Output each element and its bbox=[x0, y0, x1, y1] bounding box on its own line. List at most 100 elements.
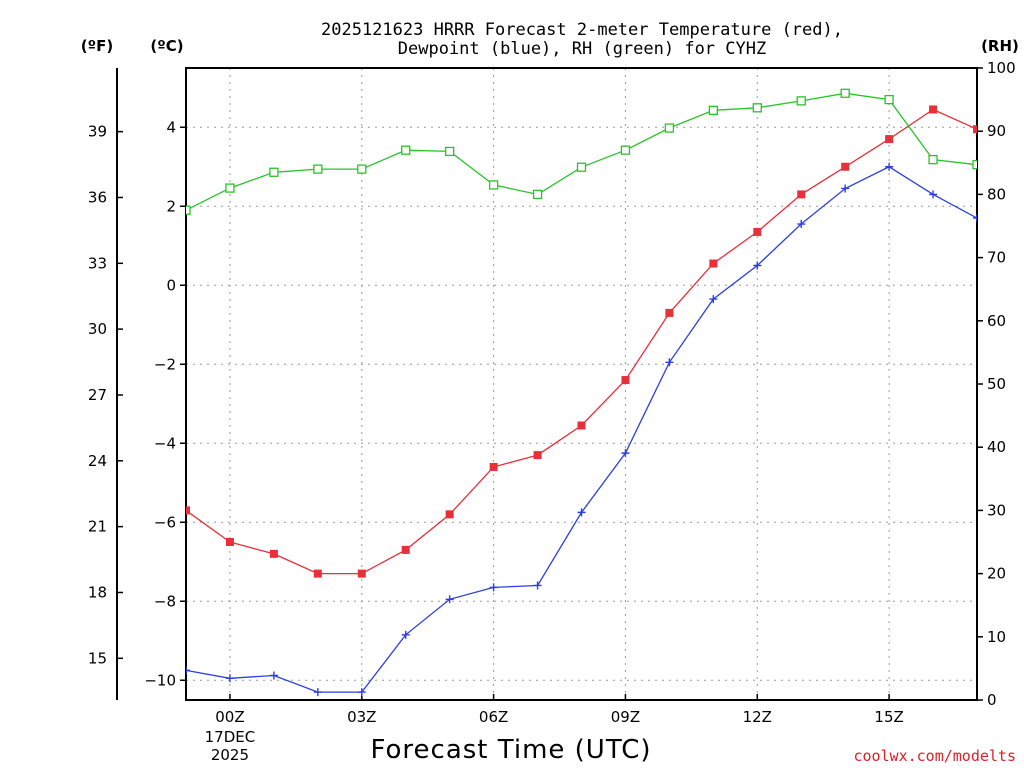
x-tick-label: 12Z bbox=[743, 708, 772, 726]
celsius-tick-label: −2 bbox=[154, 355, 176, 373]
x-tick-label: 15Z bbox=[874, 708, 903, 726]
rh-point bbox=[796, 96, 806, 106]
rh-tick-label: 60 bbox=[987, 312, 1006, 330]
dewpoint-point bbox=[577, 508, 586, 517]
fahrenheit-tick-label: 24 bbox=[88, 452, 107, 470]
temperature-point bbox=[929, 105, 938, 114]
temperature-point bbox=[885, 135, 894, 144]
rh-series bbox=[186, 88, 977, 215]
rh-point bbox=[928, 154, 938, 165]
celsius-unit-label: (ºC) bbox=[150, 37, 183, 55]
rh-tick-label: 30 bbox=[987, 501, 1006, 519]
chart-title-line2: Dewpoint (blue), RH (green) for CYHZ bbox=[398, 39, 766, 59]
dewpoint-point bbox=[533, 581, 542, 590]
celsius-tick-label: −8 bbox=[154, 592, 176, 610]
rh-point bbox=[186, 205, 191, 215]
x-tick-label: 00Z bbox=[215, 708, 244, 726]
temperature-point bbox=[753, 227, 762, 236]
rh-tick-label: 20 bbox=[987, 565, 1006, 583]
dewpoint-point bbox=[357, 688, 366, 697]
temperature-point bbox=[225, 538, 234, 546]
rh-point bbox=[357, 164, 367, 174]
rh-point bbox=[445, 146, 455, 157]
rh-tick-label: 80 bbox=[987, 185, 1006, 203]
rh-point bbox=[972, 160, 977, 170]
rh-tick-label: 10 bbox=[987, 628, 1006, 646]
fahrenheit-tick-label: 33 bbox=[88, 254, 107, 272]
rh-point bbox=[884, 94, 894, 105]
temperature-point bbox=[445, 510, 454, 519]
temperature-point bbox=[841, 162, 850, 171]
celsius-tick-label: −10 bbox=[144, 671, 176, 689]
fahrenheit-tick-label: 27 bbox=[88, 386, 107, 404]
rh-point bbox=[576, 162, 587, 172]
x-tick-label: 09Z bbox=[611, 708, 640, 726]
rh-tick-label: 90 bbox=[987, 122, 1006, 140]
rh-point bbox=[269, 167, 279, 177]
credit-text: coolwx.com/modelts bbox=[853, 747, 1016, 765]
rh-point bbox=[664, 123, 675, 133]
rh-point bbox=[225, 183, 235, 193]
rh-tick-label: 70 bbox=[987, 249, 1006, 267]
dewpoint-point bbox=[445, 595, 454, 604]
fahrenheit-tick-label: 21 bbox=[88, 518, 107, 536]
rh-tick-label: 0 bbox=[987, 691, 997, 709]
temperature-point bbox=[709, 259, 718, 268]
temperature-series bbox=[186, 105, 977, 578]
dewpoint-point bbox=[186, 666, 190, 675]
fahrenheit-tick-label: 30 bbox=[88, 320, 107, 338]
x-tick-label: 06Z bbox=[479, 708, 508, 726]
x-tick-year: 2025 bbox=[211, 746, 249, 764]
rh-tick-label: 100 bbox=[987, 59, 1016, 77]
rh-point bbox=[532, 189, 543, 200]
dewpoint-point bbox=[621, 449, 630, 458]
celsius-tick-label: 4 bbox=[166, 118, 176, 136]
dewpoint-point bbox=[225, 674, 234, 683]
celsius-tick-label: 0 bbox=[166, 276, 176, 294]
fahrenheit-tick-label: 39 bbox=[88, 123, 107, 141]
fahrenheit-tick-label: 36 bbox=[88, 188, 107, 206]
temperature-point bbox=[269, 549, 278, 558]
dewpoint-point bbox=[753, 261, 762, 270]
celsius-tick-label: 2 bbox=[166, 197, 176, 215]
temperature-point bbox=[313, 569, 322, 578]
dewpoint-point bbox=[885, 162, 894, 171]
celsius-tick-label: −6 bbox=[154, 513, 176, 531]
temperature-point bbox=[577, 421, 586, 430]
dewpoint-point bbox=[929, 190, 938, 199]
temperature-line bbox=[186, 108, 977, 575]
rh-point bbox=[840, 88, 850, 98]
axes: −10−8−6−4−202415182124273033363901020304… bbox=[88, 59, 1016, 709]
dewpoint-point bbox=[665, 358, 674, 367]
dewpoint-point bbox=[489, 583, 498, 592]
temperature-point bbox=[401, 545, 410, 554]
rh-point bbox=[313, 164, 323, 174]
temperature-point bbox=[533, 451, 542, 460]
fahrenheit-tick-label: 15 bbox=[88, 649, 107, 667]
x-axis-label: Forecast Time (UTC) bbox=[370, 735, 651, 765]
celsius-tick-label: −4 bbox=[154, 434, 176, 452]
dewpoint-point bbox=[269, 671, 278, 680]
temperature-point bbox=[621, 376, 630, 385]
dewpoint-point bbox=[797, 220, 806, 229]
rh-point bbox=[620, 145, 631, 155]
chart-title-line1: 2025121623 HRRR Forecast 2-meter Tempera… bbox=[321, 20, 843, 40]
temperature-point bbox=[489, 462, 498, 471]
rh-unit-label: (RH) bbox=[981, 37, 1019, 55]
fahrenheit-tick-label: 18 bbox=[88, 583, 107, 601]
dewpoint-point bbox=[841, 184, 850, 193]
dewpoint-point bbox=[709, 295, 718, 304]
fahrenheit-unit-label: (ºF) bbox=[81, 37, 113, 55]
rh-point bbox=[488, 180, 499, 190]
rh-point bbox=[708, 105, 718, 115]
rh-tick-label: 50 bbox=[987, 375, 1006, 393]
rh-tick-label: 40 bbox=[987, 438, 1006, 456]
dewpoint-point bbox=[973, 214, 977, 223]
temperature-point bbox=[973, 125, 977, 134]
dewpoint-point bbox=[401, 630, 410, 639]
rh-line bbox=[186, 92, 977, 211]
rh-point bbox=[752, 103, 762, 113]
x-tick-date: 17DEC bbox=[205, 728, 256, 746]
